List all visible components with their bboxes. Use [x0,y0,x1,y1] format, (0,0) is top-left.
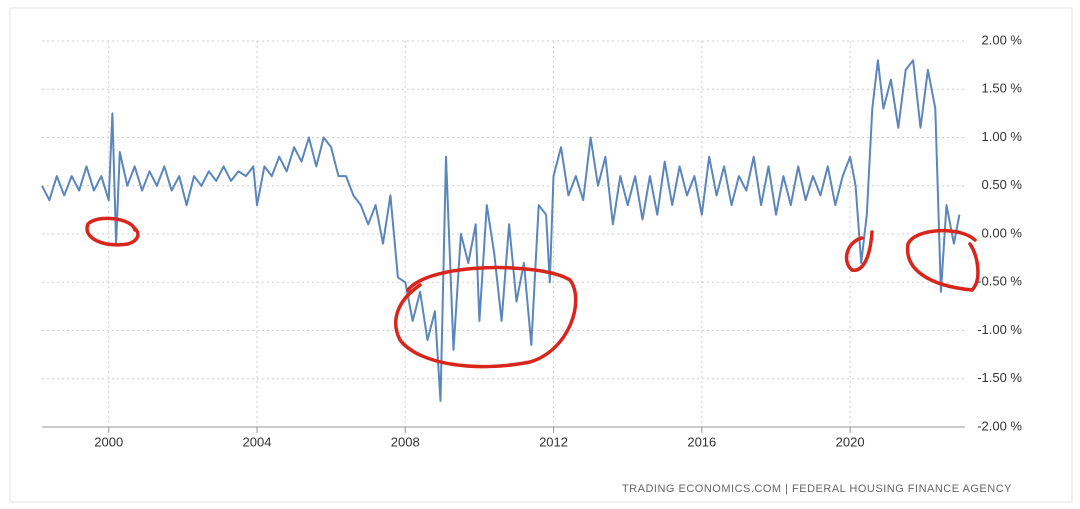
annotations [85,216,980,369]
y-tick-label: -1.00 % [977,322,1022,337]
x-tick-label: 2020 [836,434,865,449]
x-tick-label: 2016 [687,434,716,449]
y-tick-label: -1.50 % [977,370,1022,385]
x-tick-label: 2004 [243,434,272,449]
data-line [41,59,961,402]
hand-circle [394,265,578,369]
hand-circle [85,216,140,247]
y-tick-label: 1.50 % [982,81,1023,96]
y-tick-label: 0.50 % [982,177,1023,192]
x-tick-label: 2012 [539,434,568,449]
y-tick-label: 2.00 % [982,32,1023,47]
y-tick-label: -0.50 % [977,274,1022,289]
hand-circle [844,230,874,272]
y-tick-label: 0.00 % [982,225,1023,240]
x-tick-label: 2008 [391,434,420,449]
source: TRADING ECONOMICS.COM | FEDERAL HOUSING … [622,483,1012,495]
x-tick-label: 2000 [94,434,123,449]
y-tick-label: -2.00 % [977,418,1022,433]
y-tick-label: 1.00 % [982,129,1023,144]
frame [9,7,1073,503]
hand-circle [905,229,980,292]
